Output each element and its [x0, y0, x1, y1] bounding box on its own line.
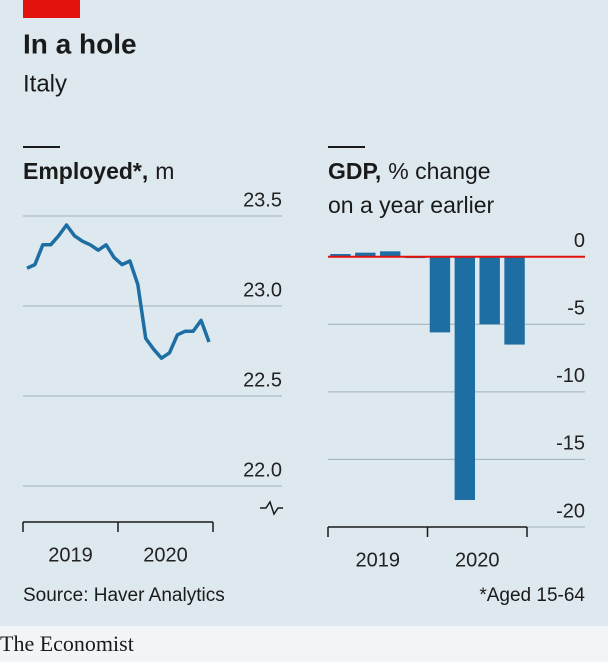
bar — [429, 256, 451, 333]
chart-header: Employed*, m — [23, 158, 174, 184]
brand: The Economist — [0, 631, 134, 656]
x-tick-label: 2019 — [48, 544, 93, 566]
title: In a hole — [23, 28, 137, 59]
source: Source: Haver Analytics — [23, 585, 225, 606]
y-tick-label: 22.5 — [243, 369, 282, 391]
y-tick-label: 23.0 — [243, 279, 282, 301]
brand-band — [0, 626, 608, 662]
y-tick-label: -10 — [556, 365, 585, 387]
y-tick-label: -15 — [556, 433, 585, 455]
chart-title: Employed*, — [23, 158, 148, 184]
bar — [504, 256, 525, 345]
line — [26, 223, 211, 360]
bar — [454, 256, 476, 500]
x-tick-label: 2019 — [356, 549, 401, 571]
chart-subtitle: on a year earlier — [328, 192, 495, 218]
x-tick-label: 2020 — [143, 544, 188, 566]
y-tick-label: 22.0 — [243, 459, 282, 481]
chart-title: GDP, — [328, 158, 381, 184]
bar — [330, 254, 351, 257]
y-tick-label: 0 — [574, 230, 585, 252]
bar — [479, 256, 500, 325]
x-tick-label: 2020 — [455, 549, 500, 571]
chart-unit: m — [155, 158, 174, 184]
chart-subtitle: % change — [388, 158, 490, 184]
y-tick-label: 23.5 — [243, 189, 282, 211]
bar — [355, 252, 376, 257]
bar — [379, 251, 401, 257]
axis-break — [260, 500, 283, 516]
y-tick-label: -5 — [567, 298, 585, 320]
subtitle: Italy — [23, 70, 67, 97]
y-tick-label: -20 — [556, 500, 585, 522]
footnote: *Aged 15-64 — [479, 585, 585, 606]
red-tag — [23, 0, 80, 18]
chart-header: GDP, % change — [328, 158, 491, 184]
